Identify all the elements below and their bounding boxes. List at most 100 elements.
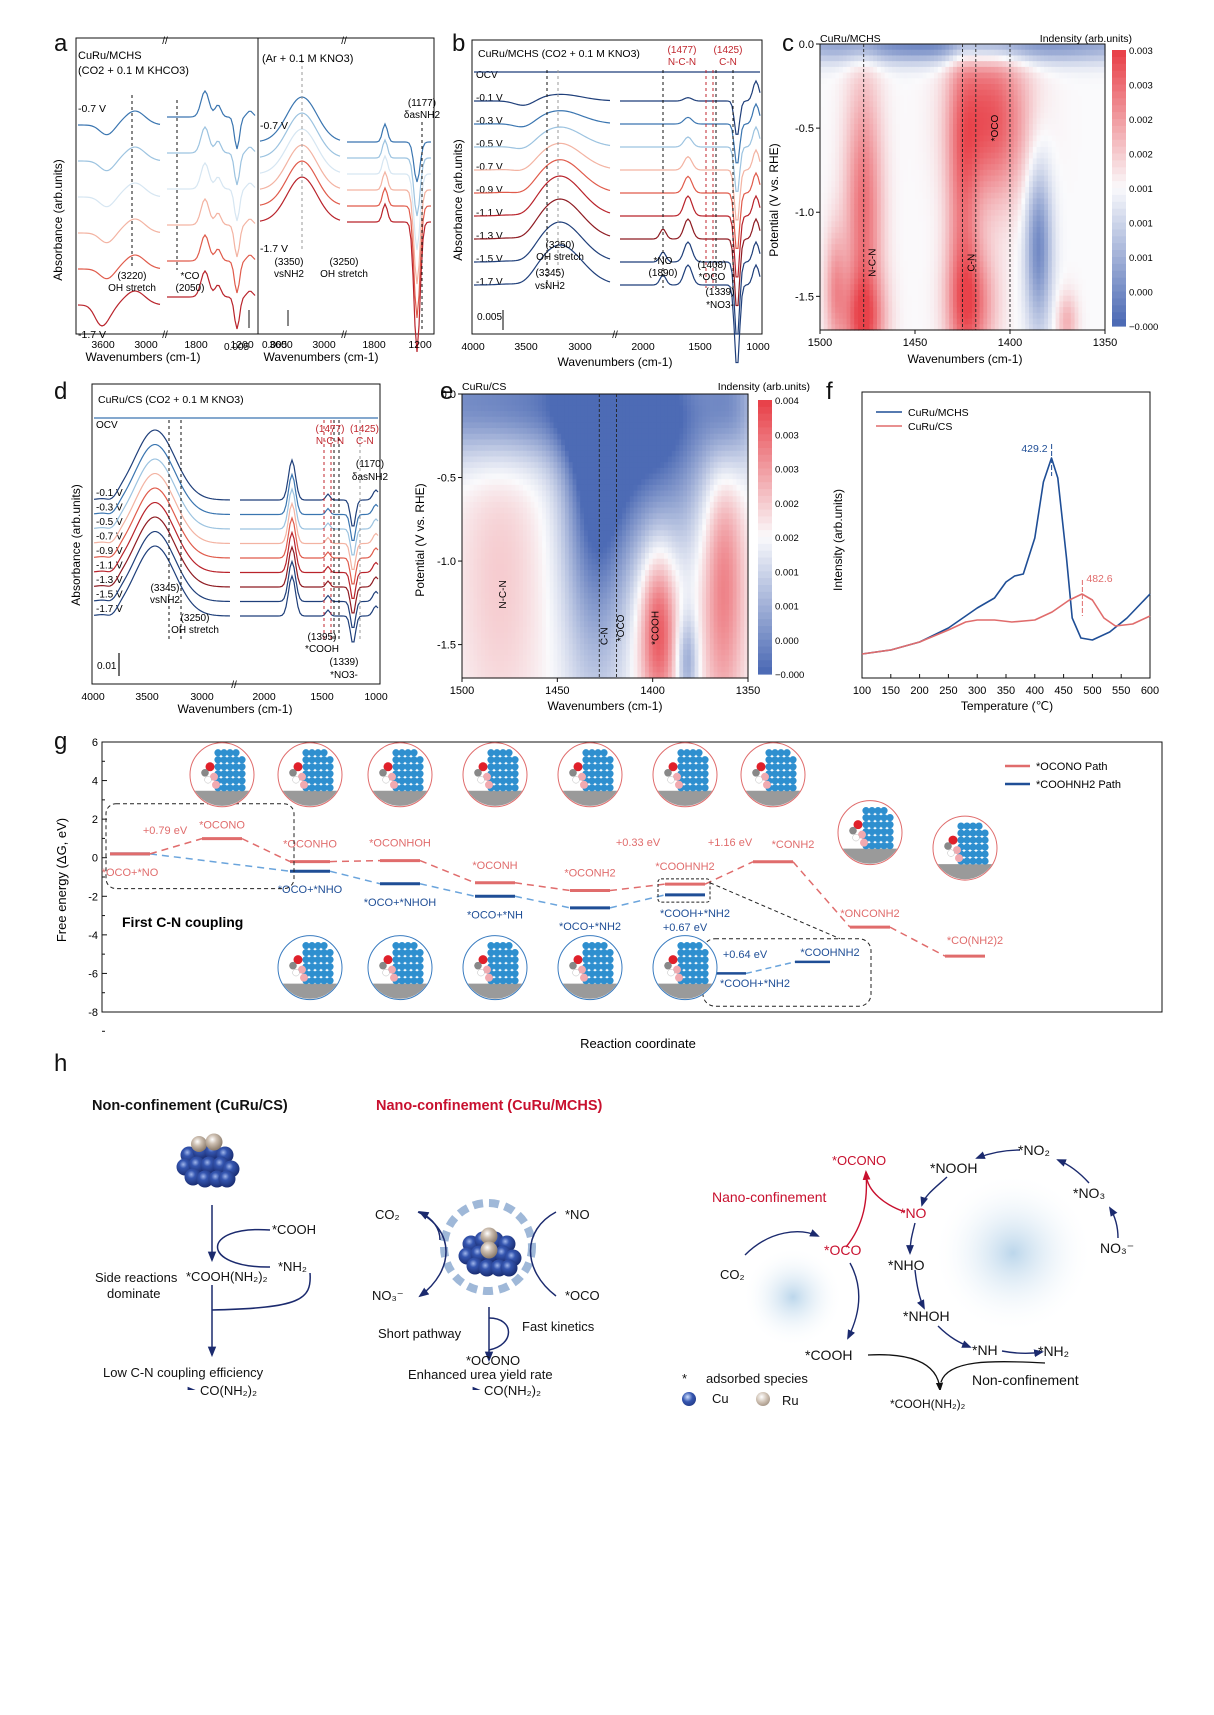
e-cell [469, 524, 475, 531]
c-cell [1101, 152, 1106, 159]
c-cell [1036, 244, 1041, 251]
c-cell [998, 249, 1003, 257]
c-cell [1101, 181, 1106, 188]
c-cell [854, 106, 859, 114]
c-cell [892, 55, 897, 62]
c-cell [880, 181, 886, 188]
c-cell [926, 209, 931, 217]
c-cell [1063, 198, 1068, 205]
e-cell [488, 598, 494, 605]
e-cell [477, 672, 482, 679]
c-cell [842, 181, 848, 188]
c-cell [911, 129, 916, 137]
c-cell [1021, 249, 1026, 257]
d-xtick-1: 3500 [135, 691, 159, 703]
c-cell [915, 112, 920, 119]
c-cell [915, 295, 920, 302]
c-cell [983, 227, 988, 234]
c-cell [869, 169, 874, 177]
c-cell [1006, 152, 1011, 159]
c-cell [1013, 158, 1019, 165]
c-cell [911, 61, 916, 68]
c-cell [911, 267, 916, 274]
b-potential-label: -0.5 V [476, 139, 503, 150]
c-cell [918, 84, 924, 91]
c-cell [1070, 141, 1076, 148]
e-cell [465, 666, 471, 673]
c-cell [960, 84, 965, 91]
c-cell [1044, 204, 1049, 211]
c-cell [842, 72, 848, 79]
c-cell [998, 198, 1003, 205]
c-cell [1048, 84, 1053, 91]
e-cell [473, 428, 478, 435]
c-cell [1059, 124, 1064, 131]
c-cell [823, 318, 829, 325]
e-cell [534, 416, 539, 423]
c-cell [884, 249, 889, 257]
c-cell [926, 141, 931, 148]
c-cell [972, 169, 977, 177]
c-cell [1002, 227, 1007, 234]
c-cell [888, 95, 893, 102]
c-cell [880, 112, 886, 119]
c-cell [1055, 221, 1060, 228]
c-cell [858, 175, 863, 182]
c-cell [1070, 146, 1076, 154]
c-cell [903, 175, 908, 182]
c-cell [915, 146, 920, 154]
c-cell [991, 95, 996, 102]
e-cell [500, 660, 505, 668]
e-cell [519, 445, 524, 452]
c-cell [964, 249, 969, 257]
e-cell [496, 518, 501, 526]
e-cell [492, 558, 497, 565]
e-cell [515, 518, 520, 526]
c-cell [945, 318, 950, 325]
c-cell [922, 244, 927, 251]
c-cell [918, 289, 924, 297]
c-cell [930, 307, 935, 314]
c-cell [968, 324, 973, 331]
c-cell [1021, 49, 1026, 57]
c-cell [1002, 324, 1007, 331]
c-cell [1063, 318, 1068, 325]
c-cell [960, 204, 965, 211]
c-cell [953, 55, 958, 62]
c-cell [1101, 284, 1106, 291]
c-cell [884, 215, 889, 222]
e-cell [496, 621, 501, 628]
e-cell [473, 411, 478, 418]
c-cell [911, 72, 916, 79]
c-cell [994, 129, 1000, 137]
c-cell [1013, 284, 1019, 291]
c-cell [937, 204, 943, 211]
c-cell [1006, 284, 1011, 291]
b-ann-1339: (1339) [706, 287, 735, 298]
e-cell [503, 490, 509, 497]
c-cell [896, 44, 901, 51]
b-spectrum-2 [473, 110, 611, 128]
c-xtick-label: 1450 [903, 337, 927, 349]
c-cell [994, 272, 1000, 280]
c-cell [1048, 95, 1053, 102]
c-cell [1025, 72, 1030, 79]
e-cell [526, 496, 532, 503]
c-cell [903, 324, 908, 331]
c-cell [823, 187, 829, 194]
c-cell [1013, 232, 1019, 240]
c-cell [1078, 164, 1083, 171]
c-cell [937, 66, 943, 74]
c-cell [873, 204, 878, 211]
c-cell [922, 89, 927, 97]
e-cell [496, 553, 501, 560]
e-cell [484, 655, 490, 662]
c-cell [877, 278, 882, 285]
e-cell [484, 501, 490, 509]
e-cell [511, 632, 516, 639]
e-cell [484, 632, 490, 639]
e-cell [481, 564, 486, 571]
c-cell [865, 192, 870, 200]
e-cell [519, 433, 524, 441]
d-spectrum-3 [93, 458, 231, 530]
